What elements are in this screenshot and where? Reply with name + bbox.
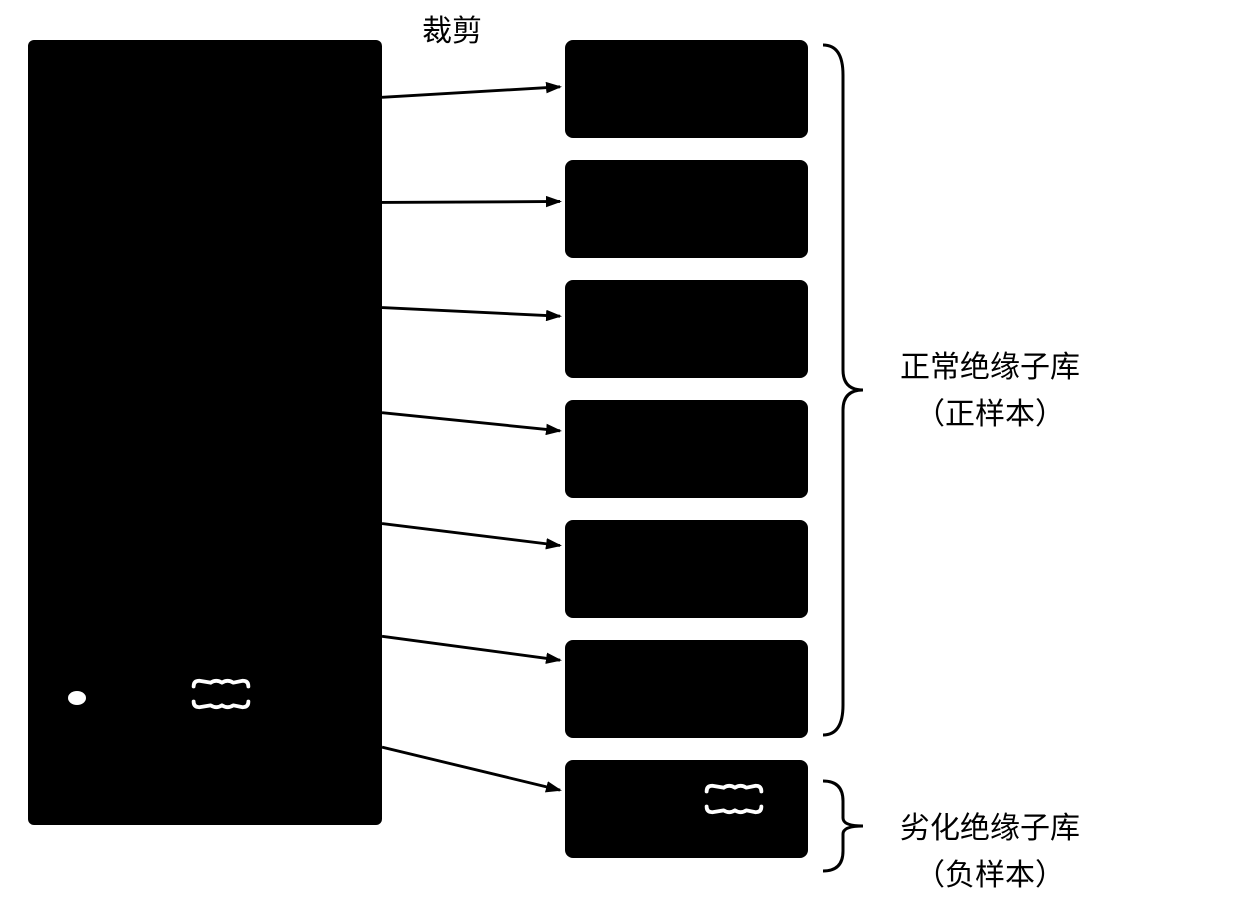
arrow-7 [382, 747, 560, 790]
sample-normal-5 [565, 520, 808, 618]
source-image [28, 40, 382, 825]
arrow-6 [382, 636, 560, 660]
arrows-layer [382, 40, 565, 900]
arrow-2 [382, 201, 560, 202]
source-defect-bracket [186, 677, 256, 711]
brace-normal [818, 40, 868, 740]
sample-normal-4 [565, 400, 808, 498]
label-normal-line1: 正常绝缘子库 [900, 345, 1080, 392]
arrow-5 [382, 524, 560, 546]
sample-normal-2 [565, 160, 808, 258]
label-normal-line2: （正样本） [900, 392, 1080, 439]
sample-degraded-1 [565, 760, 808, 858]
arrow-3 [382, 308, 560, 317]
diagram-root: 裁剪 [0, 0, 1240, 919]
sample-normal-6 [565, 640, 808, 738]
sample-defect-bracket [700, 782, 768, 816]
brace-degraded [818, 776, 868, 876]
label-degraded-line2: （负样本） [900, 853, 1080, 900]
arrow-1 [382, 87, 560, 98]
sample-normal-1 [565, 40, 808, 138]
label-degraded-group: 劣化绝缘子库 （负样本） [900, 806, 1080, 899]
crop-label: 裁剪 [422, 6, 482, 50]
arrow-4 [382, 413, 560, 431]
sample-normal-3 [565, 280, 808, 378]
label-normal-group: 正常绝缘子库 （正样本） [900, 345, 1080, 438]
label-degraded-line1: 劣化绝缘子库 [900, 806, 1080, 853]
samples-column [565, 40, 808, 858]
source-defect-dot [68, 691, 86, 705]
